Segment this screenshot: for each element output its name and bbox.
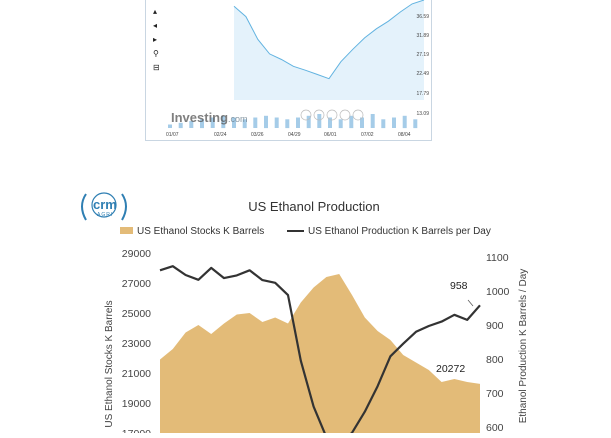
y-tick-label: 17.79 bbox=[416, 91, 429, 97]
investing-watermark-suffix: .com bbox=[228, 114, 248, 124]
x-tick-label: 06/01 bbox=[324, 132, 337, 138]
ethanol-production-chart: crm AGRI US Ethanol Production US Ethano… bbox=[74, 186, 544, 438]
annotation-leader bbox=[467, 299, 474, 307]
left-tick-label: 21000 bbox=[122, 368, 151, 380]
stocks-area-path bbox=[160, 274, 480, 438]
chevron-left-icon[interactable]: ◂ bbox=[153, 21, 157, 30]
right-axis-label: Ethanol Production K Barrels / Day bbox=[518, 269, 529, 424]
volume-bar bbox=[221, 115, 226, 129]
left-axis-ticks: 29000 27000 25000 23000 21000 19000 17000 bbox=[122, 248, 151, 438]
volume-bar bbox=[178, 122, 183, 129]
pointer-icon[interactable]: ⚲ bbox=[153, 49, 159, 58]
right-tick-label: 600 bbox=[486, 422, 504, 433]
volume-bar bbox=[328, 117, 332, 128]
right-tick-label: 700 bbox=[486, 388, 504, 400]
logo-text: crm bbox=[93, 197, 117, 212]
volume-bar bbox=[306, 115, 311, 129]
stocks-area bbox=[160, 274, 480, 438]
volume-bar bbox=[338, 119, 343, 129]
production-line-path bbox=[159, 265, 481, 438]
annotation-stocks-last: 20272 bbox=[436, 363, 465, 375]
volume-bar bbox=[200, 119, 204, 129]
right-axis-ticks: 1100 1000 900 800 700 600 bbox=[486, 252, 510, 434]
volume-bar bbox=[253, 117, 258, 128]
x-axis-ticks: 01/07 02/24 03/26 04/29 06/01 07/02 08/04 bbox=[166, 132, 411, 138]
y-tick-label: 31.89 bbox=[416, 33, 429, 39]
right-tick-label: 800 bbox=[486, 354, 504, 366]
left-tick-label: 17000 bbox=[122, 428, 151, 433]
legend-swatch-stocks bbox=[120, 227, 133, 234]
volume-bar bbox=[242, 119, 247, 129]
logo-subtext: AGRI bbox=[97, 212, 113, 218]
x-tick-label: 01/07 bbox=[166, 132, 179, 138]
volume-bar bbox=[381, 119, 386, 129]
volume-bar bbox=[349, 115, 354, 129]
volume-bar bbox=[210, 117, 215, 128]
left-axis-label: US Ethanol Stocks K Barrels bbox=[104, 300, 115, 427]
legend-label-stocks: US Ethanol Stocks K Barrels bbox=[137, 226, 264, 237]
volume-bar bbox=[402, 115, 407, 129]
y-tick-label: 13.09 bbox=[416, 111, 429, 117]
ethanol-chart-svg: crm AGRI US Ethanol Production US Ethano… bbox=[81, 192, 529, 438]
investing-price-chart: ▴ ◂ ▸ ⚲ ⊟ 36.59 31.89 27.19 22.49 17.79 13.09 01/… bbox=[145, 0, 432, 141]
production-line bbox=[159, 265, 481, 438]
investing-chart-svg: ▴ ◂ ▸ ⚲ ⊟ 36.59 31.89 27.19 22.49 17.79 13.09 01/… bbox=[153, 0, 429, 138]
volume-bars bbox=[168, 114, 418, 129]
volume-bar bbox=[264, 115, 268, 129]
volume-bar bbox=[285, 119, 290, 129]
left-tick-label: 19000 bbox=[122, 398, 151, 410]
x-tick-label: 07/02 bbox=[361, 132, 374, 138]
price-line bbox=[233, 0, 425, 80]
right-tick-label: 900 bbox=[486, 320, 504, 332]
left-tick-label: 25000 bbox=[122, 308, 151, 320]
y-tick-label: 22.49 bbox=[416, 71, 429, 77]
volume-bar bbox=[232, 117, 236, 128]
right-tick-label: 1100 bbox=[486, 252, 509, 264]
annotation-production-last: 958 bbox=[450, 280, 468, 292]
y-axis-ticks: 36.59 31.89 27.19 22.49 17.79 13.09 bbox=[416, 14, 429, 117]
investing-watermark: Investing bbox=[171, 110, 228, 125]
x-tick-label: 08/04 bbox=[398, 132, 411, 138]
left-tick-label: 23000 bbox=[122, 338, 151, 350]
price-area-fill bbox=[234, 0, 424, 100]
x-tick-label: 02/24 bbox=[214, 132, 227, 138]
chevron-right-icon[interactable]: ▸ bbox=[153, 35, 157, 44]
volume-bar bbox=[370, 114, 375, 128]
volume-bar bbox=[274, 117, 279, 128]
volume-bar bbox=[360, 117, 364, 128]
volume-bar bbox=[317, 114, 322, 128]
y-tick-label: 27.19 bbox=[416, 52, 429, 58]
volume-bar bbox=[189, 121, 194, 128]
chart-title: US Ethanol Production bbox=[248, 199, 380, 214]
x-tick-label: 03/26 bbox=[251, 132, 264, 138]
crm-logo: crm AGRI bbox=[81, 192, 127, 221]
chart-toolbar: ▴ ◂ ▸ ⚲ ⊟ bbox=[153, 7, 160, 72]
legend: US Ethanol Stocks K Barrels US Ethanol P… bbox=[120, 226, 491, 237]
legend-label-production: US Ethanol Production K Barrels per Day bbox=[308, 226, 491, 237]
price-plot bbox=[233, 0, 425, 100]
toolbar-dots bbox=[300, 109, 364, 121]
ruler-icon[interactable]: ⊟ bbox=[153, 63, 160, 72]
volume-bar bbox=[296, 117, 300, 128]
y-tick-label: 36.59 bbox=[416, 14, 429, 20]
left-tick-label: 27000 bbox=[122, 278, 151, 290]
chevron-up-icon[interactable]: ▴ bbox=[153, 7, 157, 16]
x-tick-label: 04/29 bbox=[288, 132, 301, 138]
left-tick-label: 29000 bbox=[122, 248, 151, 260]
volume-bar bbox=[392, 117, 396, 128]
volume-bar bbox=[413, 119, 418, 129]
right-tick-label: 1000 bbox=[486, 286, 510, 298]
volume-bar bbox=[168, 124, 172, 128]
